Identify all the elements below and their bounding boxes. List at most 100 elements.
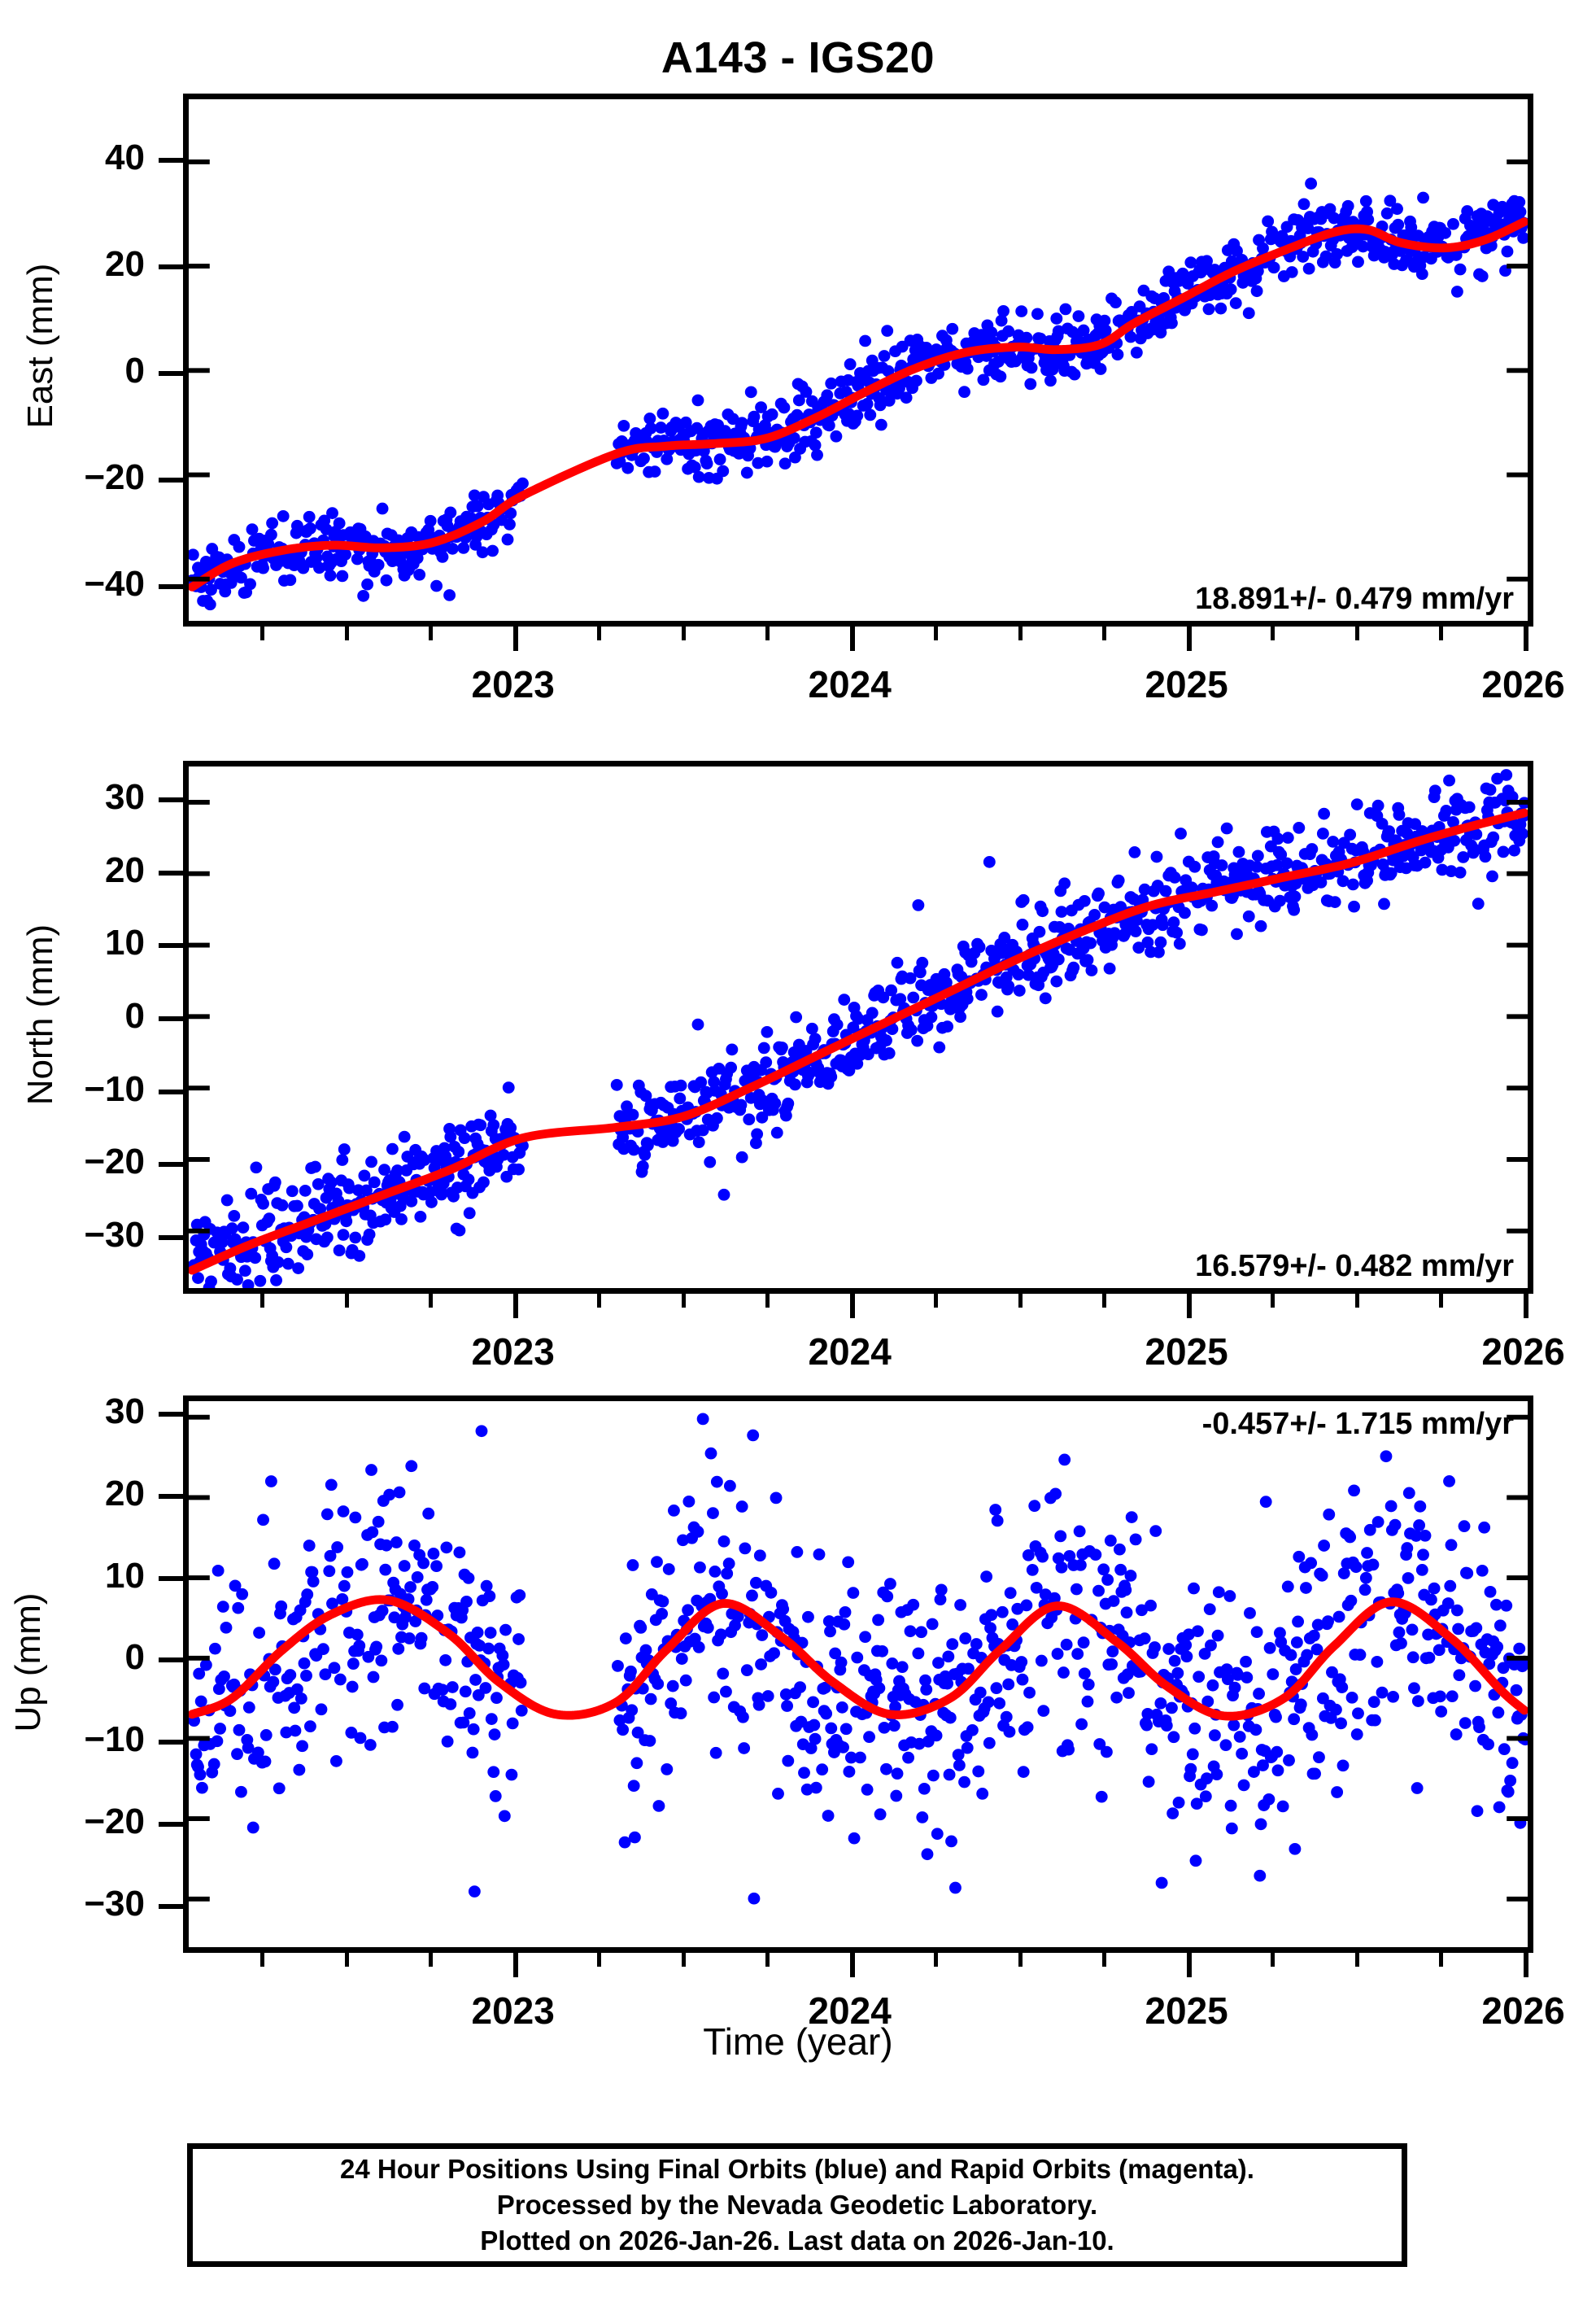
data-point (474, 1119, 487, 1132)
data-point (1406, 1651, 1419, 1664)
data-point (1193, 1671, 1206, 1684)
data-point (997, 304, 1009, 317)
data-point (199, 1658, 212, 1671)
data-point (272, 1256, 285, 1269)
ytick-label: −20 (84, 1142, 145, 1182)
data-point (334, 1673, 347, 1686)
data-point (469, 1674, 482, 1686)
data-point (1250, 860, 1263, 873)
data-point (874, 399, 887, 412)
data-point (1077, 324, 1090, 337)
data-point (253, 1627, 266, 1639)
data-point (1492, 1706, 1505, 1719)
data-point (847, 1587, 860, 1599)
data-point (954, 1599, 967, 1611)
data-point (1166, 1807, 1180, 1819)
data-point (1371, 1655, 1384, 1668)
data-point (1392, 218, 1405, 231)
data-point (257, 1513, 269, 1526)
data-point (1206, 899, 1219, 912)
data-point (485, 1713, 498, 1725)
data-point (1201, 1695, 1214, 1708)
data-point (1329, 1703, 1342, 1716)
data-point (1458, 1520, 1471, 1533)
data-point (1273, 1627, 1286, 1640)
xtick-major (512, 1953, 518, 1977)
data-point (1229, 297, 1242, 309)
data-point (1467, 843, 1480, 856)
data-point (970, 1638, 983, 1650)
data-point (294, 1692, 307, 1705)
data-point (1411, 1782, 1424, 1794)
data-point (822, 1810, 835, 1822)
data-point (1267, 1668, 1280, 1680)
data-point (1228, 1719, 1241, 1732)
data-point (713, 453, 726, 465)
data-point (652, 1678, 665, 1690)
data-point (263, 1212, 276, 1225)
ytick-label: 40 (105, 137, 145, 177)
data-point (1486, 870, 1498, 883)
data-point (1498, 1743, 1511, 1756)
data-point (991, 1005, 1004, 1018)
data-point (772, 1788, 784, 1800)
data-point (1199, 1790, 1212, 1803)
data-point (1232, 845, 1245, 858)
data-point (985, 326, 998, 338)
data-point (444, 506, 457, 519)
data-point (484, 1109, 497, 1122)
data-point (1514, 205, 1527, 218)
data-point (1250, 285, 1263, 298)
data-point (220, 1621, 233, 1634)
data-point (1359, 194, 1372, 207)
data-point (1387, 1690, 1400, 1703)
data-point (211, 1564, 225, 1577)
data-point (1212, 1586, 1225, 1599)
ytick-mark-outer (159, 1493, 183, 1499)
data-point (1489, 1598, 1502, 1611)
data-point (1026, 1564, 1039, 1576)
data-point (934, 1593, 947, 1605)
data-point (993, 1697, 1006, 1710)
data-point (1254, 1869, 1267, 1882)
data-point (1435, 1705, 1448, 1718)
data-point (1471, 1805, 1484, 1818)
data-point (398, 1560, 411, 1572)
data-point (736, 1710, 749, 1723)
data-point (303, 1720, 316, 1732)
data-point (1473, 1721, 1485, 1734)
data-point (1318, 807, 1331, 820)
data-point (696, 1124, 709, 1137)
data-point (1104, 1535, 1117, 1547)
data-point (235, 1785, 247, 1798)
data-point (1162, 1643, 1175, 1655)
data-point (621, 1100, 633, 1113)
data-point (1119, 1583, 1132, 1596)
data-point (1179, 906, 1191, 919)
data-point (954, 1011, 967, 1023)
ytick-label: 20 (105, 849, 145, 890)
data-point (709, 1566, 722, 1578)
data-point (770, 1491, 783, 1505)
data-point (314, 1203, 327, 1216)
data-point (1371, 1516, 1385, 1528)
data-point (307, 1575, 320, 1588)
data-point (375, 1654, 388, 1667)
data-point (746, 1589, 758, 1602)
ytick-mark-outer (159, 157, 183, 163)
data-point (447, 1190, 460, 1203)
ytick-label: 0 (124, 350, 145, 391)
data-point (395, 1213, 408, 1225)
data-point (1500, 769, 1513, 781)
data-point (1288, 1713, 1301, 1726)
data-point (417, 1557, 430, 1570)
xtick-minor (681, 1294, 686, 1308)
data-point (343, 1181, 355, 1194)
data-point (1192, 1625, 1204, 1638)
data-point (887, 1719, 900, 1732)
xtick-label: 2025 (1145, 1989, 1228, 2032)
data-point (752, 1698, 765, 1711)
xtick-label: 2026 (1481, 1989, 1565, 2032)
data-point (873, 1682, 886, 1694)
data-point (627, 1143, 640, 1156)
